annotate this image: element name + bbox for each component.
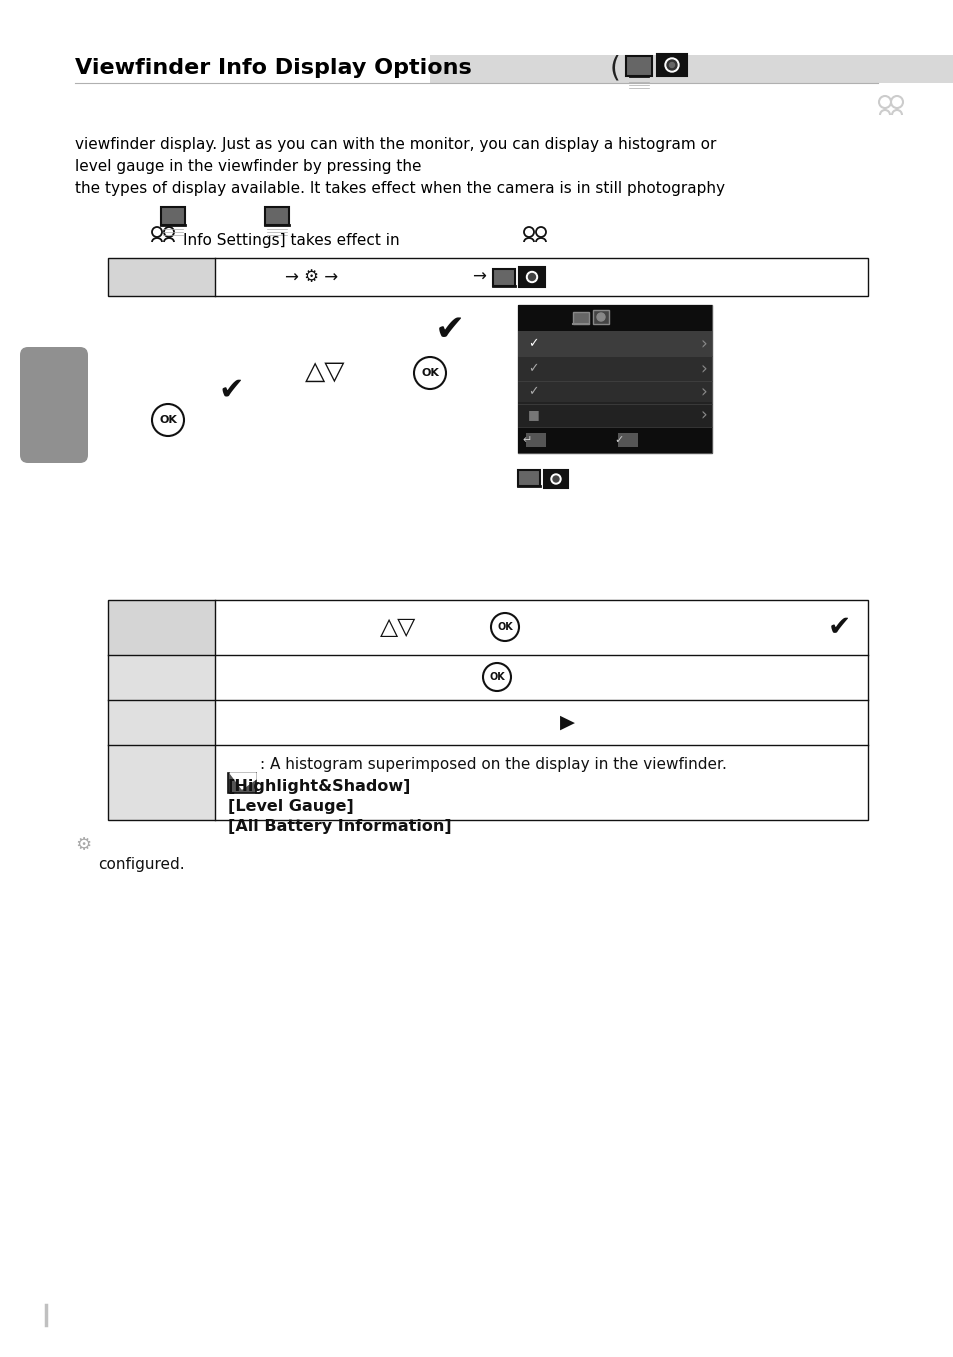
- FancyBboxPatch shape: [108, 745, 214, 820]
- Text: [Highlight&Shadow]: [Highlight&Shadow]: [228, 779, 411, 794]
- Text: ›: ›: [700, 360, 706, 379]
- FancyBboxPatch shape: [108, 600, 214, 655]
- Text: Viewfinder Info Display Options: Viewfinder Info Display Options: [75, 58, 471, 77]
- Text: OK: OK: [420, 368, 438, 379]
- Text: ✓: ✓: [527, 385, 537, 399]
- FancyBboxPatch shape: [214, 600, 867, 655]
- FancyBboxPatch shape: [108, 258, 214, 296]
- FancyBboxPatch shape: [625, 56, 651, 76]
- Circle shape: [666, 60, 677, 71]
- Text: ✔: ✔: [827, 613, 850, 641]
- Circle shape: [597, 313, 604, 322]
- Text: OK: OK: [497, 622, 513, 632]
- FancyBboxPatch shape: [20, 347, 88, 463]
- Text: △▽: △▽: [305, 360, 345, 385]
- FancyBboxPatch shape: [517, 379, 711, 404]
- Text: the types of display available. It takes effect when the camera is in still phot: the types of display available. It takes…: [75, 182, 724, 197]
- FancyBboxPatch shape: [517, 356, 711, 381]
- Text: OK: OK: [489, 672, 504, 683]
- Circle shape: [664, 58, 679, 72]
- Circle shape: [553, 476, 558, 482]
- FancyBboxPatch shape: [517, 331, 711, 356]
- Circle shape: [551, 474, 560, 484]
- Text: →: →: [472, 267, 485, 286]
- Text: ›: ›: [700, 406, 706, 423]
- FancyBboxPatch shape: [214, 258, 867, 296]
- Text: ✓: ✓: [614, 436, 622, 445]
- Text: ⚙: ⚙: [75, 836, 91, 854]
- FancyBboxPatch shape: [265, 208, 289, 225]
- FancyBboxPatch shape: [517, 432, 711, 453]
- Circle shape: [528, 274, 535, 281]
- FancyBboxPatch shape: [214, 745, 867, 820]
- Text: : A histogram superimposed on the display in the viewfinder.: : A histogram superimposed on the displa…: [260, 757, 726, 772]
- Text: △▽: △▽: [379, 615, 416, 639]
- Text: ✓: ✓: [527, 338, 537, 350]
- Text: ■: ■: [527, 408, 539, 422]
- FancyBboxPatch shape: [214, 655, 867, 700]
- FancyBboxPatch shape: [543, 470, 567, 489]
- Text: (: (: [609, 54, 620, 81]
- Text: [Level Gauge]: [Level Gauge]: [228, 799, 354, 814]
- FancyBboxPatch shape: [214, 700, 867, 745]
- Text: [All Battery Information]: [All Battery Information]: [228, 820, 451, 835]
- Text: level gauge in the viewfinder by pressing the: level gauge in the viewfinder by pressin…: [75, 160, 421, 175]
- Text: ▶: ▶: [559, 712, 575, 731]
- Circle shape: [669, 62, 674, 68]
- Text: viewfinder display. Just as you can with the monitor, you can display a histogra: viewfinder display. Just as you can with…: [75, 137, 716, 152]
- Text: ✔: ✔: [435, 313, 465, 347]
- FancyBboxPatch shape: [523, 277, 534, 282]
- FancyBboxPatch shape: [657, 54, 686, 76]
- FancyBboxPatch shape: [618, 433, 638, 446]
- FancyBboxPatch shape: [228, 773, 255, 792]
- Text: ↵: ↵: [521, 436, 531, 445]
- FancyBboxPatch shape: [108, 655, 214, 700]
- FancyBboxPatch shape: [573, 312, 588, 324]
- Text: ✔: ✔: [218, 376, 243, 404]
- Circle shape: [526, 271, 537, 282]
- FancyBboxPatch shape: [517, 305, 711, 453]
- FancyBboxPatch shape: [517, 470, 539, 486]
- Polygon shape: [230, 773, 255, 788]
- FancyBboxPatch shape: [517, 305, 711, 331]
- FancyBboxPatch shape: [161, 208, 185, 225]
- FancyBboxPatch shape: [518, 267, 544, 286]
- Text: ›: ›: [700, 335, 706, 353]
- FancyBboxPatch shape: [517, 402, 711, 427]
- Text: ›: ›: [700, 383, 706, 402]
- Text: OK: OK: [159, 415, 176, 425]
- FancyBboxPatch shape: [108, 700, 214, 745]
- FancyBboxPatch shape: [517, 427, 711, 453]
- FancyBboxPatch shape: [661, 64, 673, 71]
- FancyBboxPatch shape: [593, 309, 608, 324]
- Text: configured.: configured.: [98, 858, 185, 873]
- FancyBboxPatch shape: [430, 56, 953, 83]
- Text: Info Settings] takes effect in: Info Settings] takes effect in: [183, 232, 399, 247]
- FancyBboxPatch shape: [493, 269, 515, 286]
- Text: ✓: ✓: [527, 362, 537, 376]
- Text: → ⚙ →: → ⚙ →: [285, 267, 337, 286]
- FancyBboxPatch shape: [525, 433, 545, 446]
